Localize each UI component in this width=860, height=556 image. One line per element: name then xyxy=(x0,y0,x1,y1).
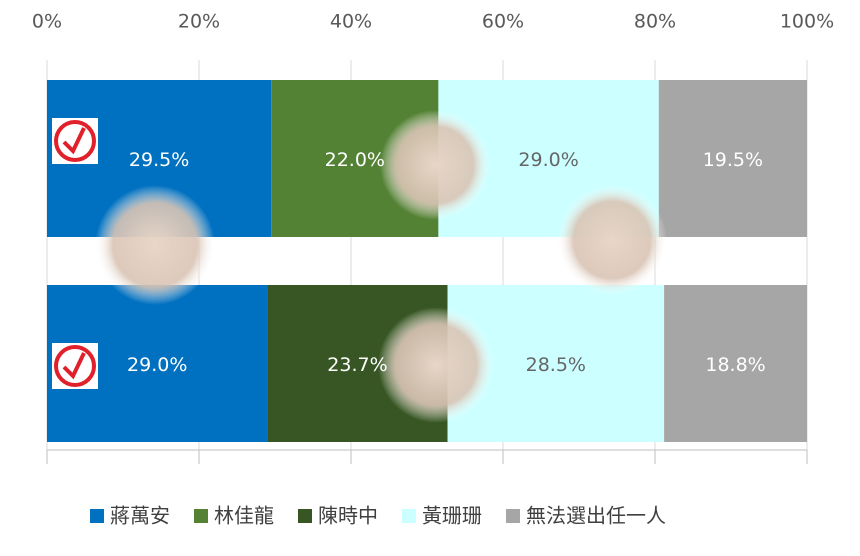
data-label: 29.5% xyxy=(129,149,189,171)
legend-swatch xyxy=(90,509,104,523)
data-label: 29.0% xyxy=(518,149,578,171)
x-tick-label: 20% xyxy=(178,11,220,33)
data-label: 22.0% xyxy=(325,149,385,171)
bar-segment xyxy=(664,285,807,442)
party-logo xyxy=(52,118,98,164)
data-label: 29.0% xyxy=(127,354,187,376)
x-tick-label: 80% xyxy=(634,11,676,33)
portrait xyxy=(557,185,667,295)
x-tick-label: 0% xyxy=(32,11,62,33)
data-label: 18.8% xyxy=(705,354,765,376)
legend-swatch xyxy=(506,509,520,523)
data-label: 28.5% xyxy=(526,354,586,376)
legend-label: 無法選出任一人 xyxy=(526,504,666,528)
portrait xyxy=(378,307,494,423)
portrait xyxy=(95,185,215,305)
decorations xyxy=(52,110,667,423)
data-label: 19.5% xyxy=(703,149,763,171)
x-tick-label: 100% xyxy=(780,11,834,33)
legend-swatch xyxy=(402,509,416,523)
legend-swatch xyxy=(298,509,312,523)
legend-label: 陳時中 xyxy=(318,504,378,528)
party-logo xyxy=(52,343,98,389)
data-label: 23.7% xyxy=(327,354,387,376)
legend-label: 蔣萬安 xyxy=(110,504,170,528)
legend-label: 黃珊珊 xyxy=(422,504,482,528)
x-tick-label: 40% xyxy=(330,11,372,33)
bar-segment xyxy=(658,80,807,237)
x-tick-label: 60% xyxy=(482,11,524,33)
legend-swatch xyxy=(194,509,208,523)
portrait xyxy=(380,110,490,220)
legend-label: 林佳龍 xyxy=(214,504,274,528)
